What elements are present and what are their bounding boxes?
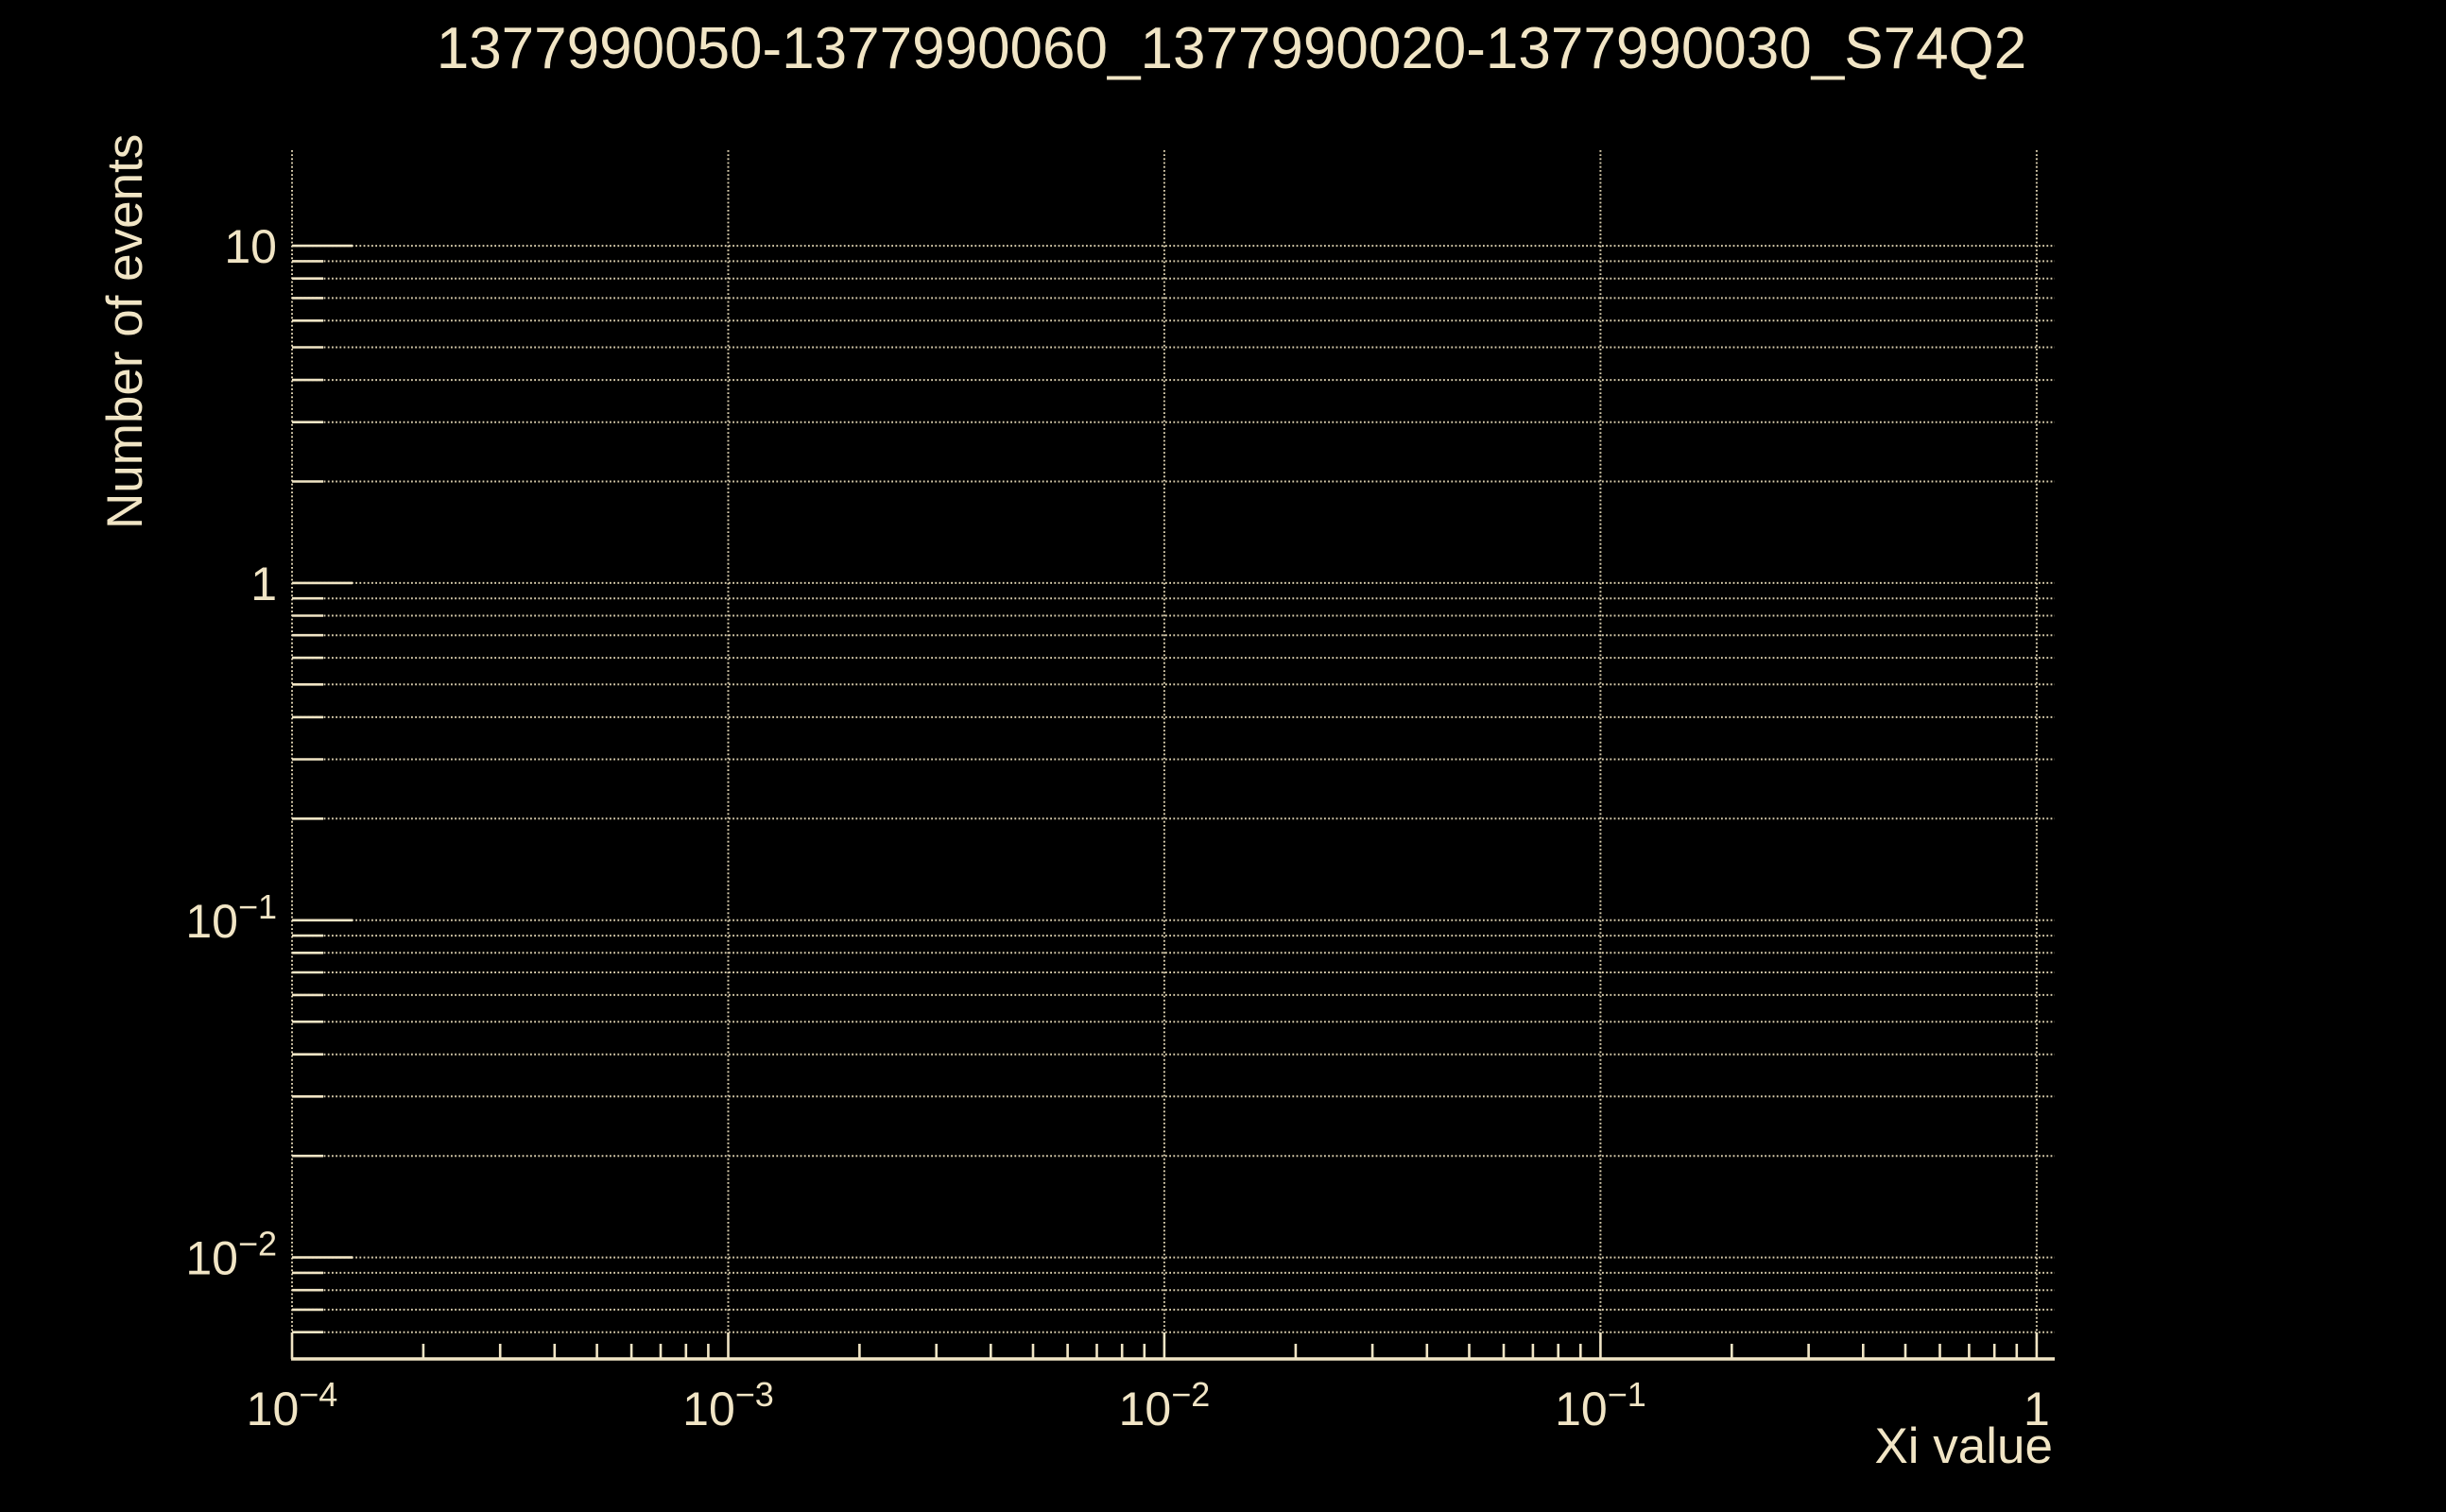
x-tick-label: 10−2 [1119, 1375, 1211, 1435]
x-tick-label: 1 [2024, 1383, 2050, 1435]
y-tick-label: 10−1 [185, 887, 277, 948]
chart-title: 1377990050-1377990060_1377990020-1377990… [437, 16, 2027, 81]
y-tick-label: 1 [250, 558, 277, 610]
x-tick-label: 10−1 [1555, 1375, 1646, 1435]
y-tick-label: 10−2 [185, 1225, 277, 1285]
grid-layer [291, 150, 2055, 1360]
y-tick-label: 10 [224, 220, 277, 273]
x-axis-title: Xi value [1874, 1418, 2053, 1474]
x-tick-label: 10−3 [682, 1375, 774, 1435]
y-axis-title: Number of events [97, 134, 153, 529]
x-tick-label: 10−4 [247, 1375, 338, 1435]
y-axis: 10 1 10−1 10−2 [185, 220, 353, 1361]
x-axis: 10−4 10−3 10−2 10−1 1 [247, 1332, 2055, 1435]
